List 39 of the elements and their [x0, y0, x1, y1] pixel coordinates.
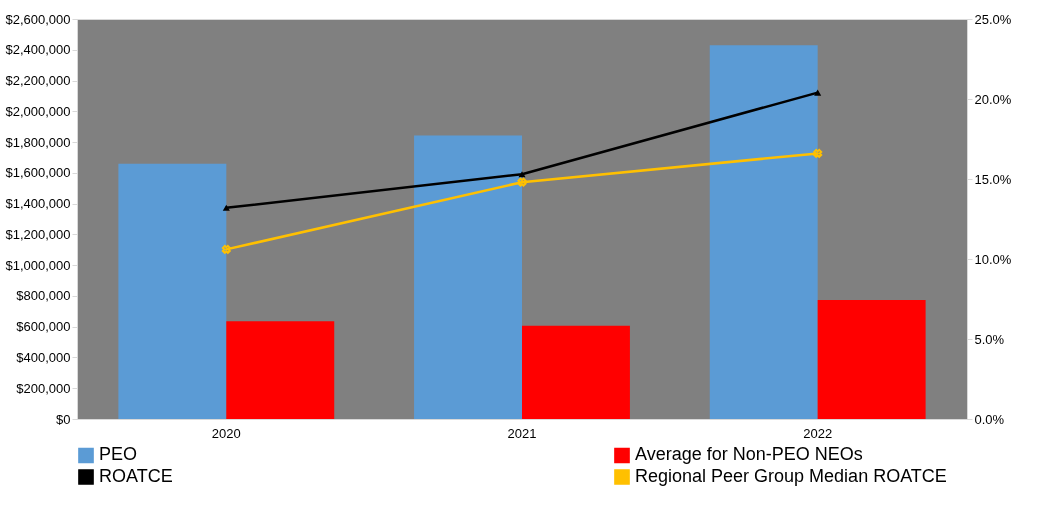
point: [814, 89, 822, 96]
y-tick-label: $600,000: [16, 319, 71, 335]
legend-label: PEO: [99, 444, 138, 465]
y-tick-label: $0: [56, 411, 71, 427]
point: [221, 244, 231, 254]
point: [517, 177, 527, 187]
y-tick-label: $2,000,000: [5, 103, 71, 119]
y-tick-label: $2,400,000: [5, 42, 71, 58]
y-tick-label: $800,000: [16, 288, 71, 304]
y2-tick-label: 5.0%: [974, 331, 1005, 347]
legend-label: Average for Non-PEO NEOs: [635, 444, 863, 465]
bar: [709, 45, 818, 419]
legend-label: Regional Peer Group Median ROATCE: [635, 466, 947, 486]
y2-tick-label: 10.0%: [974, 251, 1012, 267]
legend-label: ROATCE: [99, 466, 173, 486]
x-tick-label: 2022: [803, 425, 833, 441]
y2-tick-label: 15.0%: [974, 171, 1012, 187]
bar: [817, 300, 926, 419]
y-tick-label: $2,200,000: [5, 73, 71, 89]
y-tick-label: $200,000: [16, 380, 71, 396]
x-tick-label: 2020: [211, 425, 241, 441]
y-tick-label: $1,800,000: [5, 134, 71, 150]
y-tick-label: $1,600,000: [5, 165, 71, 181]
y2-tick-label: 25.0%: [974, 11, 1012, 27]
y2-tick-label: 0.0%: [974, 411, 1005, 427]
point: [813, 148, 823, 158]
y-tick-label: $2,600,000: [5, 11, 71, 27]
bar: [414, 135, 522, 419]
y-tick-label: $1,200,000: [5, 226, 71, 242]
y2-tick-label: 20.0%: [974, 91, 1012, 107]
bar: [522, 325, 630, 419]
point: [518, 171, 526, 178]
point: [222, 204, 230, 211]
y-tick-label: $400,000: [16, 349, 71, 365]
bar: [226, 321, 335, 419]
y-tick-label: $1,000,000: [5, 257, 71, 273]
y-tick-label: $1,400,000: [5, 196, 71, 212]
x-tick-label: 2021: [507, 425, 537, 441]
bar: [118, 163, 227, 419]
